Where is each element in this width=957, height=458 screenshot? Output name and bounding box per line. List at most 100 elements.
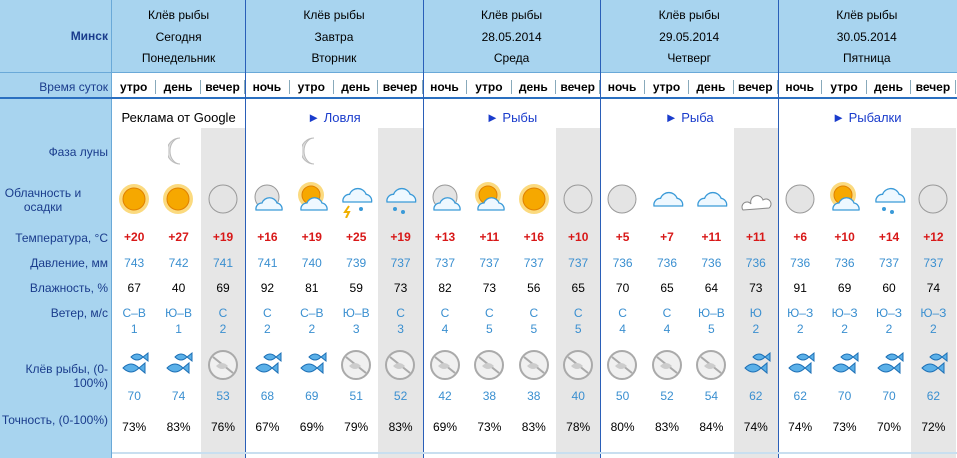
wind-direction: С xyxy=(618,306,627,320)
weather-icon xyxy=(517,182,551,221)
accuracy: 73% xyxy=(122,420,147,434)
wind-speed: 2 xyxy=(752,322,760,336)
humidity: 82 xyxy=(438,281,452,295)
accuracy: 84% xyxy=(699,420,724,434)
evening-shade xyxy=(200,128,246,458)
ad-link[interactable]: ► Ловля xyxy=(307,110,361,125)
temperature: +19 xyxy=(212,230,234,244)
bite: 69 xyxy=(305,389,319,403)
bite: 51 xyxy=(349,389,363,403)
pressure: 741 xyxy=(212,256,233,270)
bite: 62 xyxy=(793,389,807,403)
wind-direction: Ю xyxy=(749,306,762,320)
bite-icon xyxy=(739,348,773,379)
humidity: 69 xyxy=(837,281,852,295)
pressure: 736 xyxy=(834,256,855,270)
wind-direction: С xyxy=(396,306,405,320)
wind-speed: 2 xyxy=(885,322,893,336)
accuracy: 83% xyxy=(388,420,413,434)
wind-speed: 2 xyxy=(930,322,937,336)
temperature: +25 xyxy=(346,230,367,244)
weather-icon xyxy=(161,182,195,221)
bite: 74 xyxy=(171,389,186,403)
temperature: +10 xyxy=(568,230,589,244)
pressure: 737 xyxy=(523,256,544,270)
ad-link[interactable]: ► Рыба xyxy=(664,110,714,125)
pressure: 737 xyxy=(878,256,899,270)
wind-direction: Ю–З xyxy=(875,306,903,320)
bite-icon xyxy=(605,348,639,385)
weather-icon xyxy=(916,182,950,221)
time-label: день xyxy=(156,80,201,94)
wind-speed: 2 xyxy=(796,322,804,336)
time-label: утро xyxy=(645,80,690,94)
moon-phase xyxy=(300,136,322,169)
accuracy: 74% xyxy=(743,420,768,434)
accuracy: 73% xyxy=(477,420,502,434)
temperature: +11 xyxy=(701,230,722,244)
row-label: Температура, °C xyxy=(15,231,108,245)
accuracy: 70% xyxy=(876,420,901,434)
bite-icon xyxy=(472,348,506,385)
wind-direction: Ю–З xyxy=(787,306,814,320)
bite-icon xyxy=(872,348,906,379)
ad-link[interactable]: ► Рыбалки xyxy=(832,110,902,125)
time-label: день xyxy=(867,80,912,94)
bite: 70 xyxy=(882,389,896,403)
day-weekday: Среда xyxy=(493,51,530,65)
temperature: +7 xyxy=(660,230,674,244)
time-label: день xyxy=(334,80,379,94)
weather-icon xyxy=(250,182,284,221)
weather-icon xyxy=(117,182,151,221)
time-label: вечер xyxy=(734,80,778,94)
time-label: утро xyxy=(112,80,157,94)
weather-icon xyxy=(739,182,773,221)
humidity: 91 xyxy=(793,281,807,295)
time-label: ночь xyxy=(778,80,823,94)
day-date: Сегодня xyxy=(155,30,202,44)
row-label: Время суток xyxy=(39,80,108,94)
time-row-border xyxy=(0,72,957,99)
time-label: вечер xyxy=(378,80,423,94)
pressure: 736 xyxy=(656,256,677,270)
time-label: ночь xyxy=(600,80,645,94)
pressure: 739 xyxy=(346,256,367,270)
humidity: 70 xyxy=(615,281,630,295)
day-header-bg xyxy=(112,0,957,72)
day-date: Завтра xyxy=(314,30,354,44)
day-date: 28.05.2014 xyxy=(481,30,542,44)
day-date: 30.05.2014 xyxy=(836,30,897,44)
accuracy: 73% xyxy=(832,420,857,434)
temperature: +27 xyxy=(168,230,189,244)
bite-icon xyxy=(383,348,417,385)
wind-speed: 2 xyxy=(219,322,227,336)
humidity: 81 xyxy=(305,281,319,295)
wind-direction: С xyxy=(218,306,228,320)
time-label: утро xyxy=(467,80,512,94)
evening-shade xyxy=(911,128,956,458)
weather-icon xyxy=(428,182,462,221)
accuracy: 79% xyxy=(344,420,369,434)
wind-speed: 4 xyxy=(619,322,626,336)
temperature: +14 xyxy=(878,230,900,244)
city: Минск xyxy=(70,29,108,43)
bite: 50 xyxy=(615,389,630,403)
weather-icon xyxy=(295,182,329,221)
weather-icon xyxy=(605,182,639,221)
temperature: +16 xyxy=(523,230,544,244)
row-label: Фаза луны xyxy=(48,145,108,159)
day-title: Клёв рыбы xyxy=(303,8,365,22)
wind-direction: Ю–В xyxy=(342,306,370,320)
bite: 54 xyxy=(704,389,719,403)
row-label: Облачность и осадки xyxy=(4,186,82,214)
accuracy: 83% xyxy=(654,420,679,434)
day-divider xyxy=(422,0,424,458)
row-label: Клёв рыбы, (0-100%) xyxy=(25,362,108,390)
wind-direction: С xyxy=(485,306,494,320)
ad-link[interactable]: ► Рыбы xyxy=(485,110,538,125)
row-label: Влажность, % xyxy=(29,281,108,295)
wind-direction: Ю–З xyxy=(920,306,947,320)
humidity: 60 xyxy=(882,281,896,295)
pressure: 736 xyxy=(612,256,633,270)
